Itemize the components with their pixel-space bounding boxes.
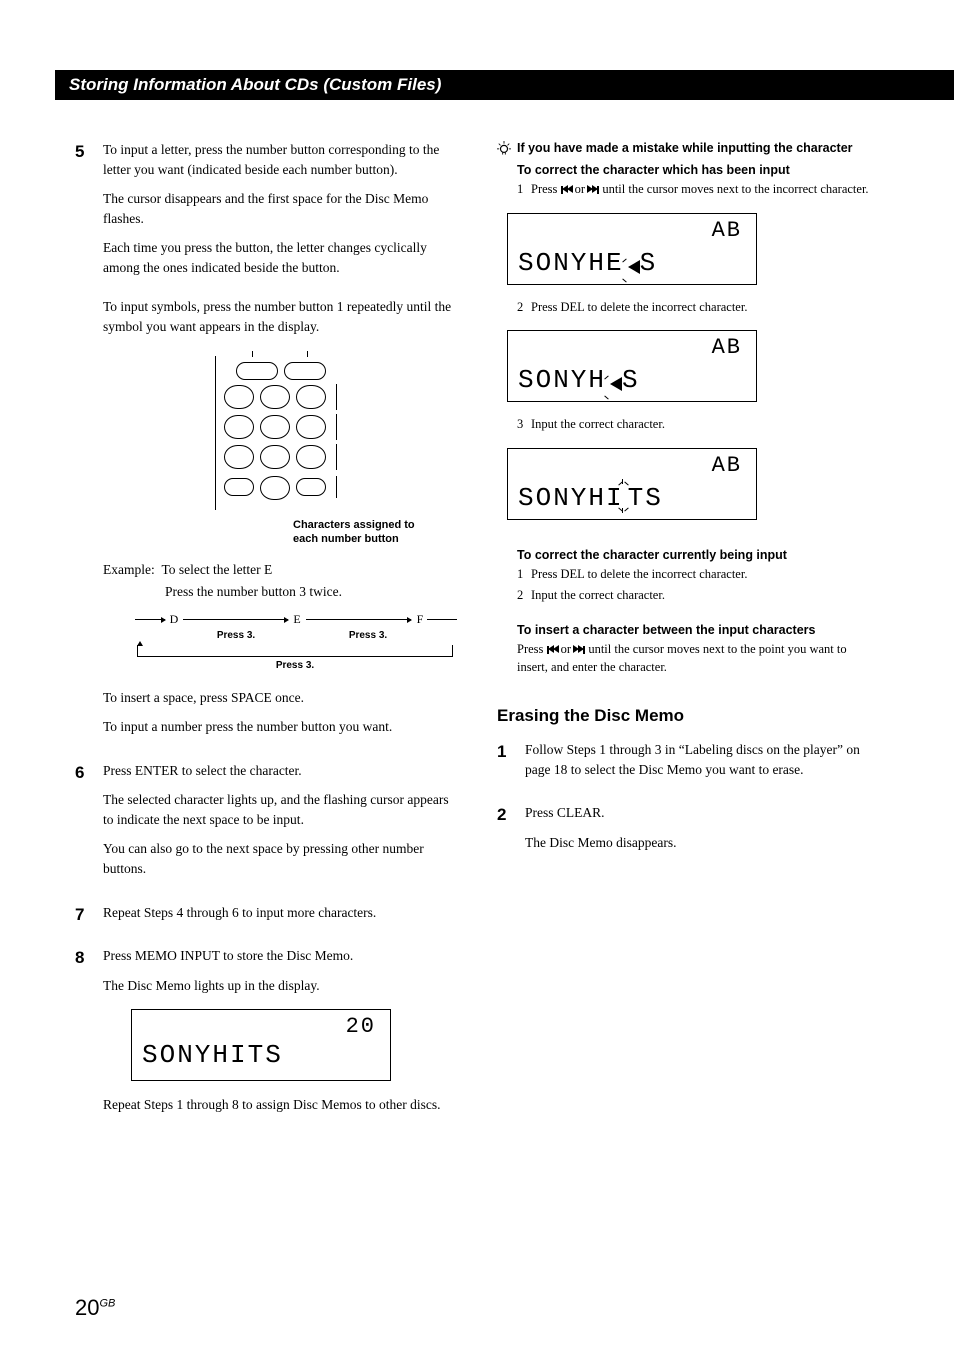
skip-back-icon [561, 181, 572, 199]
sub2-title: To correct the character currently being… [517, 548, 879, 562]
step-number: 2 [497, 803, 525, 862]
sub3-title: To insert a character between the input … [517, 623, 879, 637]
skip-fwd-icon [574, 641, 585, 659]
example-line: Example: To select the letter E [103, 560, 457, 580]
display-mode: AB [518, 337, 746, 359]
step5-p4: To input symbols, press the number butto… [103, 297, 457, 336]
display-mode: AB [518, 220, 746, 242]
step-number: 8 [75, 946, 103, 1125]
step-body: To input a letter, press the number butt… [103, 140, 457, 747]
display-memo-text: SONYHITS [142, 1037, 283, 1075]
sub2-step2: 2Input the correct character. [517, 587, 879, 605]
step6-p2: The selected character lights up, and th… [103, 790, 457, 829]
e1-p: Follow Steps 1 through 3 in “Labeling di… [525, 740, 879, 779]
erase-step-1: 1 Follow Steps 1 through 3 in “Labeling … [497, 740, 879, 789]
display-mode: AB [518, 455, 746, 477]
skip-fwd-icon [588, 181, 599, 199]
step5-p6: To input a number press the number butto… [103, 717, 457, 737]
step6-p3: You can also go to the next space by pre… [103, 839, 457, 878]
step-body: Press MEMO INPUT to store the Disc Memo.… [103, 946, 457, 1125]
section-header: Storing Information About CDs (Custom Fi… [55, 70, 954, 100]
cursor-icon [610, 377, 622, 391]
cursor-icon [628, 260, 640, 274]
lcd-display-mistake2: AB SONYHS [507, 330, 757, 402]
step-number: 7 [75, 903, 103, 933]
e2-p2: The Disc Memo disappears. [525, 833, 879, 853]
step-number: 1 [497, 740, 525, 789]
step5-p2: The cursor disappears and the first spac… [103, 189, 457, 228]
sub1-title: To correct the character which has been … [517, 163, 879, 177]
step5-p3: Each time you press the button, the lett… [103, 238, 457, 277]
step-7: 7 Repeat Steps 4 through 6 to input more… [75, 903, 457, 933]
lcd-display-mistake3: AB SONYHITS [507, 448, 757, 520]
page-number: 20GB [75, 1295, 115, 1321]
step-body: Repeat Steps 4 through 6 to input more c… [103, 903, 457, 933]
step-number: 6 [75, 761, 103, 889]
step-5: 5 To input a letter, press the number bu… [75, 140, 457, 747]
def-cycle-diagram: D E F Press 3. Press 3. [133, 611, 457, 673]
lcd-display-final: 20 SONYHITS [131, 1009, 391, 1081]
left-column: 5 To input a letter, press the number bu… [75, 140, 457, 1139]
step5-p1: To input a letter, press the number butt… [103, 140, 457, 179]
sub1-step3: 3Input the correct character. [517, 416, 879, 434]
step6-p1: Press ENTER to select the character. [103, 761, 457, 781]
example-line2: Press the number button 3 twice. [165, 582, 457, 602]
blinking-char: I [606, 483, 628, 513]
skip-back-icon [547, 641, 558, 659]
step8-p2: The Disc Memo lights up in the display. [103, 976, 457, 996]
sub3-para: Press or until the cursor moves next to … [517, 641, 879, 676]
e2-p1: Press CLEAR. [525, 803, 879, 823]
sub1-step1: 1 Press or until the cursor moves next t… [517, 181, 879, 199]
tip-title-text: If you have made a mistake while inputti… [517, 140, 853, 157]
step-body: Press ENTER to select the character. The… [103, 761, 457, 889]
step8-p3: Repeat Steps 1 through 8 to assign Disc … [103, 1095, 457, 1115]
right-column: If you have made a mistake while inputti… [497, 140, 879, 1139]
step-number: 5 [75, 140, 103, 747]
lcd-display-mistake1: AB SONYHES [507, 213, 757, 285]
display-text: SONYHS [518, 365, 640, 395]
content-columns: 5 To input a letter, press the number bu… [75, 140, 879, 1139]
erase-heading: Erasing the Disc Memo [497, 706, 879, 726]
step8-p1: Press MEMO INPUT to store the Disc Memo. [103, 946, 457, 966]
step5-p5: To insert a space, press SPACE once. [103, 688, 457, 708]
tip-icon [497, 141, 511, 155]
step-6: 6 Press ENTER to select the character. T… [75, 761, 457, 889]
keypad-diagram [103, 351, 457, 510]
erase-step-2: 2 Press CLEAR. The Disc Memo disappears. [497, 803, 879, 862]
tip-heading: If you have made a mistake while inputti… [497, 140, 879, 157]
keypad-caption: Characters assigned to each number butto… [293, 518, 457, 547]
display-text: SONYHITS [518, 483, 663, 513]
sub2-step1: 1Press DEL to delete the incorrect chara… [517, 566, 879, 584]
step-body: Follow Steps 1 through 3 in “Labeling di… [525, 740, 879, 789]
step7-p1: Repeat Steps 4 through 6 to input more c… [103, 903, 457, 923]
step-8: 8 Press MEMO INPUT to store the Disc Mem… [75, 946, 457, 1125]
display-text: SONYHES [518, 248, 657, 278]
sub1-step2: 2Press DEL to delete the incorrect chara… [517, 299, 879, 317]
step-body: Press CLEAR. The Disc Memo disappears. [525, 803, 879, 862]
display-disc-number: 20 [142, 1016, 380, 1038]
